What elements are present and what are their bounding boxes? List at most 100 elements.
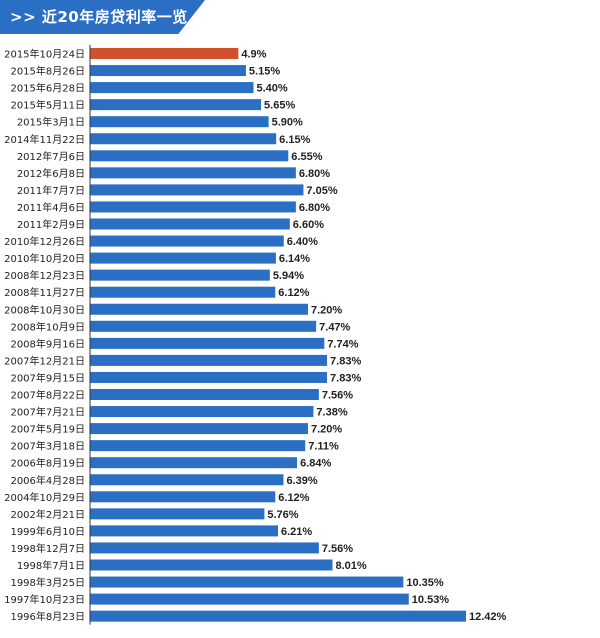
bar-22 [90, 423, 308, 435]
bar-24 [90, 457, 298, 469]
value-label-10: 6.60% [293, 219, 324, 231]
category-label-0: 2015年10月24日 [4, 48, 85, 61]
bar-16 [90, 320, 317, 332]
value-label-16: 7.47% [319, 321, 350, 333]
bar-27 [90, 508, 265, 520]
bar-19 [90, 371, 328, 383]
value-label-30: 8.01% [335, 560, 366, 572]
category-label-24: 2006年8月19日 [10, 457, 85, 470]
bars-layer [90, 48, 466, 622]
bar-31 [90, 576, 404, 588]
category-label-1: 2015年8月26日 [10, 65, 85, 78]
category-label-29: 1998年12月7日 [10, 542, 85, 555]
bar-15 [90, 303, 308, 315]
value-label-5: 6.15% [279, 134, 310, 146]
value-label-31: 10.35% [406, 577, 444, 589]
value-label-6: 6.55% [291, 151, 322, 163]
category-label-14: 2008年11月27日 [4, 286, 85, 299]
value-label-0: 4.9% [241, 49, 266, 61]
bar-33 [90, 610, 466, 622]
value-label-25: 6.39% [286, 475, 317, 487]
category-label-11: 2010年12月26日 [4, 235, 85, 248]
value-label-27: 5.76% [267, 509, 298, 521]
value-label-26: 6.12% [278, 492, 309, 504]
value-label-19: 7.83% [330, 372, 361, 384]
category-label-15: 2008年10月30日 [4, 303, 85, 316]
value-label-22: 7.20% [311, 424, 342, 436]
bar-23 [90, 440, 306, 452]
bar-2 [90, 82, 254, 94]
bar-9 [90, 201, 296, 213]
category-label-5: 2014年11月22日 [4, 133, 85, 146]
value-label-20: 7.56% [322, 390, 353, 402]
bar-5 [90, 133, 277, 145]
value-label-9: 6.80% [299, 202, 330, 214]
bar-11 [90, 235, 284, 247]
value-label-18: 7.83% [330, 355, 361, 367]
category-label-8: 2011年7月7日 [17, 184, 85, 197]
category-label-23: 2007年3月18日 [10, 440, 85, 453]
category-label-10: 2011年2月9日 [17, 218, 85, 231]
value-label-24: 6.84% [300, 458, 331, 470]
bar-1 [90, 65, 246, 77]
bar-20 [90, 389, 319, 400]
category-label-6: 2012年7月6日 [17, 150, 85, 163]
bar-14 [90, 286, 276, 298]
category-label-26: 2004年10月29日 [4, 491, 85, 504]
title-banner [0, 0, 205, 34]
category-label-4: 2015年3月1日 [17, 116, 85, 129]
value-label-21: 7.38% [316, 407, 347, 419]
category-label-32: 1997年10月23日 [4, 593, 85, 606]
category-label-31: 1998年3月25日 [10, 576, 85, 589]
value-label-2: 5.40% [256, 83, 287, 95]
value-label-23: 7.11% [308, 441, 339, 453]
category-label-2: 2015年6月28日 [10, 82, 85, 95]
bar-30 [90, 559, 333, 571]
value-label-13: 5.94% [273, 270, 304, 282]
value-label-33: 12.42% [469, 611, 507, 623]
bar-13 [90, 269, 270, 281]
value-label-12: 6.14% [279, 253, 310, 265]
category-label-12: 2010年10月20日 [4, 252, 85, 265]
bar-10 [90, 218, 290, 230]
value-label-8: 7.05% [306, 185, 337, 197]
category-label-20: 2007年8月22日 [10, 389, 85, 402]
value-label-28: 6.21% [281, 526, 312, 538]
value-label-3: 5.65% [264, 100, 295, 112]
bar-21 [90, 406, 314, 418]
category-label-9: 2011年4月6日 [17, 201, 85, 214]
category-label-7: 2012年6月8日 [17, 167, 85, 180]
value-label-11: 6.40% [287, 236, 318, 248]
category-label-21: 2007年7月21日 [10, 406, 85, 419]
bar-26 [90, 491, 276, 503]
value-label-17: 7.74% [327, 338, 358, 350]
bar-4 [90, 116, 269, 128]
value-label-32: 10.53% [412, 594, 450, 606]
bar-3 [90, 99, 262, 111]
bar-8 [90, 184, 304, 196]
bar-18 [90, 354, 328, 366]
value-label-7: 6.80% [299, 168, 330, 180]
value-label-1: 5.15% [249, 66, 280, 78]
category-label-25: 2006年4月28日 [10, 474, 85, 487]
bar-32 [90, 593, 409, 605]
bar-17 [90, 337, 325, 349]
category-label-17: 2008年9月16日 [10, 337, 85, 350]
category-label-28: 1999年6月10日 [10, 525, 85, 538]
labels-layer: 2015年10月24日 4.9% 2015年8月26日 5.15% 2015年6月28日… [4, 48, 506, 624]
bar-7 [90, 167, 296, 179]
value-label-14: 6.12% [278, 287, 309, 299]
category-label-33: 1996年8月23日 [10, 610, 85, 623]
value-label-15: 7.20% [311, 304, 342, 316]
chart-title: >> 近20年房贷利率一览 [10, 8, 188, 26]
category-label-27: 2002年2月21日 [10, 508, 85, 521]
category-label-22: 2007年5月19日 [10, 423, 85, 436]
bar-6 [90, 150, 289, 162]
category-label-3: 2015年5月11日 [10, 99, 85, 112]
value-label-29: 7.56% [322, 543, 353, 555]
bar-12 [90, 252, 276, 264]
bar-29 [90, 542, 319, 554]
bar-0 [90, 48, 239, 59]
category-label-16: 2008年10月9日 [10, 320, 85, 333]
